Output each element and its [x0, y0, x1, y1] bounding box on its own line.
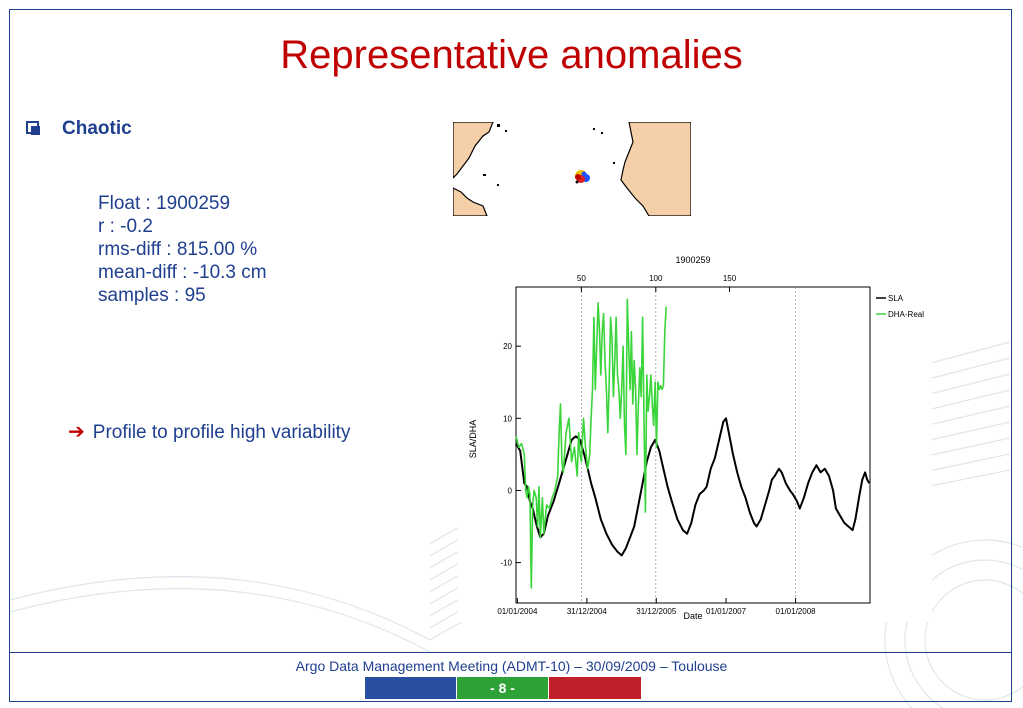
series-lines	[515, 298, 871, 589]
trajectory-dots	[575, 170, 590, 184]
legend-label: SLA	[888, 294, 904, 303]
bullet-chaotic: Chaotic	[62, 118, 132, 139]
y-tick-label: -10	[500, 559, 512, 568]
x-axis-label: Date	[683, 611, 702, 621]
x-tick-label: 01/01/2007	[706, 607, 747, 616]
top-tick-label: 50	[577, 274, 586, 283]
footer-bar-blue	[365, 677, 456, 699]
legend-label: DHA-Real	[888, 310, 924, 319]
series-sla-line	[515, 417, 871, 557]
series-dha-real-line	[515, 298, 667, 589]
plot-frame	[515, 286, 871, 604]
y-tick-label: 20	[503, 342, 512, 351]
samples: samples : 95	[98, 285, 206, 306]
y-tick-label: 10	[503, 414, 512, 423]
float-id: Float : 1900259	[98, 193, 231, 214]
footer-text: Argo Data Management Meeting (ADMT-10) –…	[295, 658, 728, 674]
x-tick-label: 01/01/2008	[776, 607, 817, 616]
chart-title: 1900259	[675, 255, 710, 265]
x-tick-label: 01/01/2004	[497, 607, 538, 616]
footer-divider	[9, 652, 1012, 653]
y-tick-label: 0	[508, 486, 513, 495]
y-axis-ticks: 20 10 0 -10	[500, 342, 521, 568]
slide-title: Representative anomalies	[280, 33, 743, 77]
top-tick-label: 150	[723, 274, 737, 283]
mean-diff: mean-diff : -10.3 cm	[98, 262, 267, 283]
conclusion-text: Profile to profile high variability	[92, 422, 351, 443]
x-tick-label: 31/12/2004	[567, 607, 608, 616]
page-number: - 8 -	[457, 677, 548, 699]
conclusion-line: ➔ Profile to profile high variability	[68, 419, 350, 444]
vertical-gridlines	[580, 287, 796, 603]
slide-frame	[9, 9, 1012, 702]
chart-legend: SLA DHA-Real	[876, 294, 924, 319]
chart-panel: 20 10 0 -10 01/01/2004 31/12/2004 31/12/2005 0…	[458, 252, 932, 622]
top-tick-label: 100	[649, 274, 663, 283]
footer-bar-red	[549, 677, 641, 699]
x-tick-label: 31/12/2005	[636, 607, 677, 616]
x-axis-ticks: 01/01/2004 31/12/2004 31/12/2005 01/01/2007…	[497, 598, 816, 616]
float-stats: Float : 1900259 r : -0.2 rms-diff : 815.…	[98, 192, 267, 307]
rms-diff: rms-diff : 815.00 %	[98, 239, 258, 260]
top-axis-ticks: 50 100 150	[577, 274, 737, 292]
float-trajectory-map	[453, 122, 691, 216]
checkbox-bullet-icon	[26, 121, 40, 135]
arrow-right-icon: ➔	[68, 421, 85, 443]
correlation-r: r : -0.2	[98, 216, 153, 237]
y-axis-label: SLA/DHA	[468, 420, 478, 459]
